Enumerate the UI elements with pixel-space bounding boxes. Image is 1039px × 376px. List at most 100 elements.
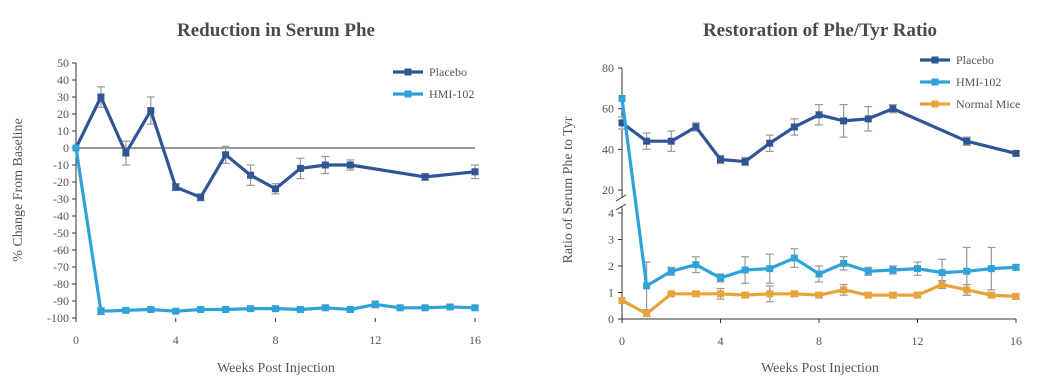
series-hmi-point	[122, 306, 130, 314]
legend-label: Placebo	[956, 53, 994, 67]
y-tick-label: -70	[53, 260, 69, 274]
y-tick-label: 20	[602, 183, 614, 197]
series-hmi-point	[667, 267, 675, 275]
series-placebo-point	[692, 123, 700, 131]
series-normal-point	[667, 290, 675, 298]
series-hmi-point	[766, 265, 774, 273]
y-tick-label: 40	[57, 73, 69, 87]
x-tick-label: 0	[619, 334, 625, 348]
series-normal-line	[621, 282, 1017, 316]
legend-marker	[404, 68, 412, 76]
series-hmi-line	[74, 147, 476, 313]
series-placebo-point	[864, 115, 872, 123]
series-normal-point	[963, 286, 971, 294]
y-tick-label: 20	[57, 107, 69, 121]
y-tick-label: -10	[53, 158, 69, 172]
series-placebo-point	[97, 93, 105, 101]
series-placebo-line	[74, 95, 476, 199]
chart-left-plot: 50403020100-10-20-30-40-50-60-70-80-90-1…	[47, 56, 481, 347]
chart-right-plot: 80 60 40 20 4 3 2 1 00 4 8 12 16	[602, 61, 1022, 348]
x-tick-label: 16	[1010, 334, 1022, 348]
series-hmi-point	[741, 266, 749, 274]
series-placebo-point	[717, 156, 724, 163]
series-hmi-point	[446, 303, 454, 311]
y-tick-label: 1	[608, 286, 614, 300]
series-hmi-point	[147, 306, 155, 313]
x-tick-label: 4	[173, 333, 179, 347]
chart-left-title: Reduction in Serum Phe	[177, 20, 375, 41]
y-tick-label: -80	[53, 277, 69, 291]
y-tick-label: 80	[602, 61, 614, 75]
x-tick-label: 8	[273, 333, 279, 347]
series-placebo-point	[321, 161, 329, 169]
series-hmi-point	[790, 254, 798, 262]
y-tick-label: 40	[602, 142, 614, 156]
series-placebo-point	[222, 151, 230, 159]
series-hmi-point	[889, 266, 897, 274]
series-placebo-point	[147, 107, 155, 115]
series-placebo-point	[122, 149, 130, 157]
series-placebo-point	[197, 193, 205, 201]
chart-right-xlabel: Weeks Post Injection	[761, 361, 879, 376]
chart-right: Restoration of Phe/Tyr Ratio Ratio of Se…	[561, 20, 1022, 376]
series-placebo-point	[296, 164, 304, 172]
series-hmi-point	[296, 306, 304, 313]
series-hmi-line	[620, 98, 1017, 288]
series-placebo-point	[889, 105, 897, 113]
y-tick-label: -90	[53, 294, 69, 308]
chart-right-ylabel: Ratio of Serum Phe to Tyr	[561, 116, 576, 263]
series-normal-point	[815, 291, 823, 299]
x-tick-label: 0	[73, 333, 79, 347]
chart-left-ylabel: % Change From Baseline	[11, 118, 26, 261]
series-placebo-point	[172, 183, 180, 191]
y-tick-label: -20	[53, 175, 69, 189]
axis-break-mark	[615, 203, 627, 211]
series-normal-point	[717, 290, 724, 298]
series-placebo-point	[618, 119, 626, 127]
x-tick-label: 8	[816, 334, 822, 348]
x-tick-label: 16	[469, 333, 481, 347]
chart-right-legend: Placebo HMI-102 Normal Mice	[920, 53, 1020, 111]
chart-left: Reduction in Serum Phe % Change From Bas…	[11, 20, 481, 376]
series-placebo-point	[790, 123, 798, 131]
series-normal-point	[938, 281, 946, 289]
chart-right-title: Restoration of Phe/Tyr Ratio	[703, 20, 937, 41]
series-placebo-point	[643, 137, 651, 145]
series-placebo-point	[471, 168, 479, 176]
series-hmi-point	[717, 274, 724, 282]
series-hmi-point	[914, 265, 921, 273]
chart-left-xlabel: Weeks Post Injection	[217, 361, 335, 376]
series-hmi-point	[197, 306, 205, 313]
series-hmi-point	[272, 305, 279, 313]
series-hmi-point	[963, 267, 971, 275]
series-hmi-point	[1012, 263, 1020, 271]
series-hmi-point	[471, 304, 479, 312]
series-normal-point	[840, 286, 848, 294]
series-placebo-line	[621, 107, 1017, 164]
series-hmi-point	[321, 304, 329, 312]
series-hmi-point	[97, 307, 105, 315]
y-tick-label: 50	[57, 56, 69, 70]
y-tick-label: 60	[602, 102, 614, 116]
series-normal-point	[692, 290, 700, 298]
series-hmi-point	[840, 259, 848, 267]
series-placebo-point	[667, 137, 675, 145]
y-tick-label: 0	[608, 312, 614, 326]
y-tick-label: 30	[57, 90, 69, 104]
y-tick-label: -30	[53, 192, 69, 206]
series-hmi-point	[643, 282, 651, 290]
y-tick-label: 2	[608, 259, 614, 273]
y-tick-label: 0	[63, 141, 69, 155]
legend-label: Placebo	[429, 65, 467, 79]
series-hmi-point	[222, 306, 230, 313]
x-tick-label: 4	[718, 334, 724, 348]
series-placebo-point	[247, 171, 255, 179]
series-placebo-point	[963, 137, 971, 145]
series-hmi-point	[247, 305, 255, 313]
series-normal-point	[914, 291, 921, 299]
series-hmi-point	[346, 306, 354, 313]
y-tick-label: -100	[47, 311, 69, 325]
series-hmi-point	[618, 95, 626, 102]
series-hmi-point	[371, 300, 379, 308]
